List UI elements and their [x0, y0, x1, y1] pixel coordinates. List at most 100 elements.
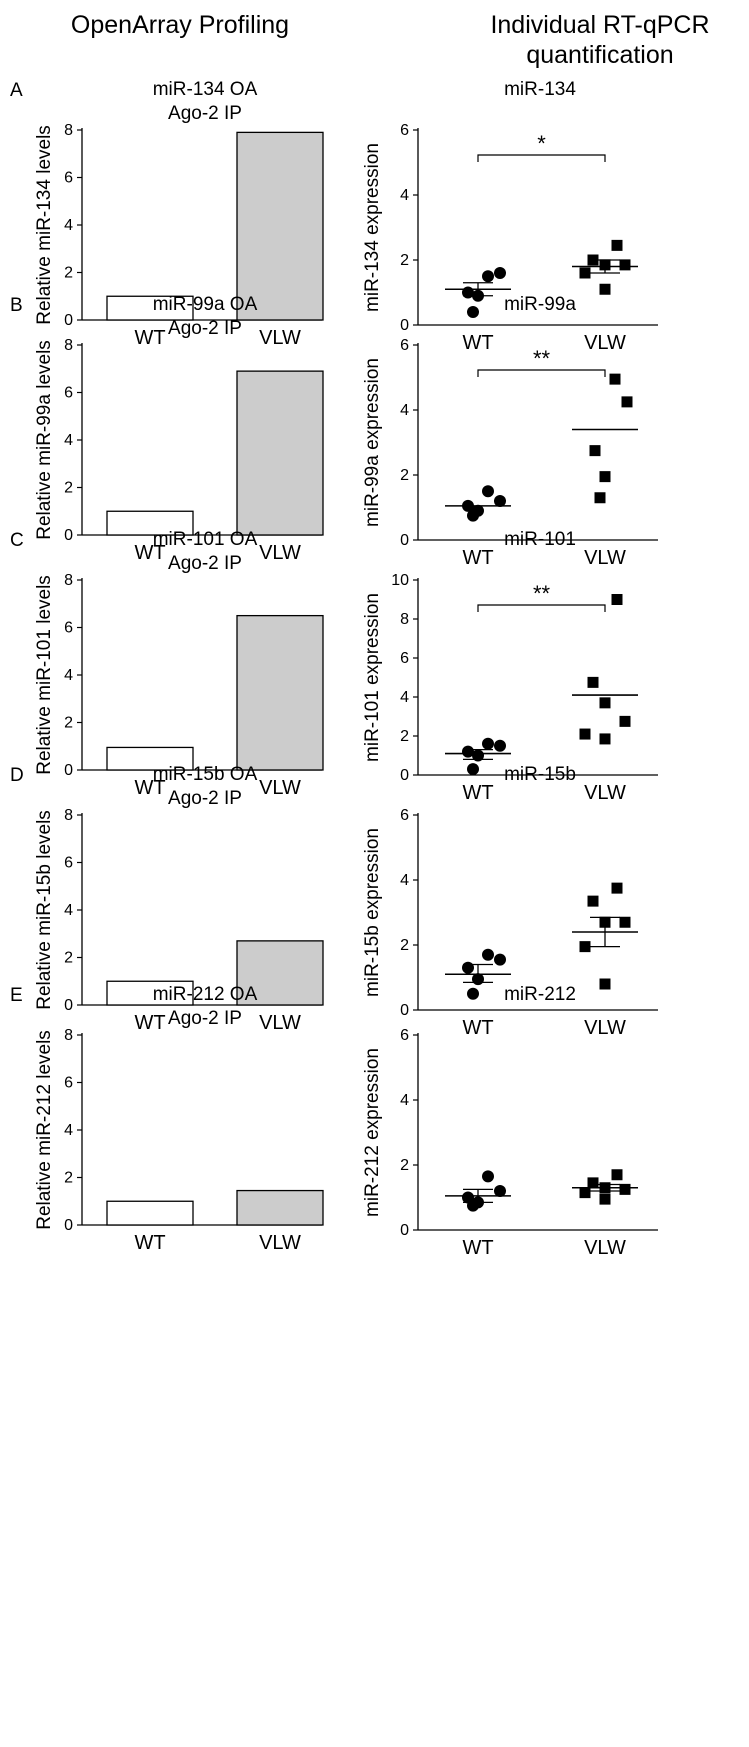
- significance-label: **: [533, 581, 551, 606]
- scatter-chart-title: miR-134: [504, 79, 576, 100]
- scatter-y-axis-label: miR-101 expression: [362, 593, 383, 762]
- scatter-point-wt: [494, 1185, 506, 1197]
- panel-letter: E: [10, 985, 23, 1006]
- bar-y-tick-label: 8: [64, 337, 73, 354]
- bar-x-tick-label: VLW: [259, 777, 301, 799]
- scatter-point-vlw: [579, 941, 591, 953]
- scatter-point-wt: [467, 1199, 479, 1212]
- scatter-point-wt: [482, 270, 494, 283]
- scatter-y-tick-label: 2: [400, 728, 409, 745]
- scatter-point-vlw: [579, 1187, 591, 1199]
- scatter-y-tick-label: 4: [400, 872, 409, 889]
- scatter-y-tick-label: 0: [400, 767, 409, 784]
- bar-y-tick-label: 2: [64, 950, 73, 967]
- scatter-y-tick-label: 6: [400, 337, 409, 354]
- scatter-chart-title: miR-15b: [504, 764, 576, 785]
- scatter-point-vlw: [611, 594, 623, 605]
- scatter-y-tick-label: 4: [400, 187, 409, 204]
- bar-chart-title: miR-212 OA: [153, 984, 258, 1005]
- scatter-y-tick-label: 4: [400, 1092, 409, 1109]
- bar-y-axis-label: Relative miR-15b levels: [34, 810, 55, 1010]
- bar-vlw: [236, 1189, 324, 1226]
- scatter-point-vlw: [579, 267, 591, 279]
- scatter-x-tick-label: VLW: [584, 782, 626, 804]
- scatter-y-axis-label: miR-212 expression: [362, 1048, 383, 1217]
- scatter-y-tick-label: 2: [400, 252, 409, 269]
- scatter-point-vlw: [599, 1193, 611, 1205]
- bar-y-tick-label: 2: [64, 715, 73, 732]
- bar-wt: [106, 1200, 194, 1226]
- scatter-point-vlw: [599, 697, 611, 709]
- scatter-point-vlw: [587, 895, 599, 907]
- bar-y-tick-label: 8: [64, 1027, 73, 1044]
- scatter-y-tick-label: 10: [391, 572, 409, 589]
- bar-chart-title: miR-134 OA: [153, 79, 258, 100]
- scatter-y-tick-label: 8: [400, 611, 409, 628]
- bar-y-tick-label: 0: [64, 762, 73, 779]
- scatter-x-tick-label: WT: [462, 782, 493, 804]
- scatter-point-vlw: [611, 1169, 623, 1181]
- scatter-point-vlw: [619, 1183, 631, 1195]
- bar-x-tick-label: VLW: [259, 1012, 301, 1034]
- significance-label: *: [537, 131, 546, 156]
- scatter-x-tick-label: VLW: [584, 547, 626, 569]
- bar-y-tick-label: 6: [64, 855, 73, 872]
- scatter-point-vlw: [609, 373, 621, 385]
- scatter-y-tick-label: 0: [400, 1222, 409, 1239]
- scatter-point-wt: [467, 763, 479, 776]
- scatter-chart-title: miR-101: [504, 529, 576, 550]
- scatter-point-vlw: [594, 492, 606, 504]
- bar-y-axis-label: Relative miR-101 levels: [34, 575, 55, 775]
- bar-chart-title: Ago-2 IP: [168, 318, 242, 339]
- bar-chart-title: Ago-2 IP: [168, 553, 242, 574]
- bar-vlw: [236, 131, 324, 321]
- bar-y-tick-label: 6: [64, 1075, 73, 1092]
- left-column-title: OpenArray Profiling: [71, 11, 289, 39]
- bar-x-tick-label: WT: [134, 327, 165, 349]
- bar-y-tick-label: 8: [64, 572, 73, 589]
- scatter-point-vlw: [621, 396, 633, 408]
- scatter-y-tick-label: 6: [400, 807, 409, 824]
- bar-chart-title: Ago-2 IP: [168, 103, 242, 124]
- scatter-point-wt: [494, 495, 506, 507]
- bar-chart-title: miR-15b OA: [153, 764, 258, 785]
- scatter-x-tick-label: WT: [462, 1017, 493, 1039]
- panel-letter: A: [10, 80, 23, 101]
- scatter-x-tick-label: WT: [462, 1237, 493, 1259]
- scatter-point-wt: [494, 739, 506, 752]
- bar-y-tick-label: 4: [64, 902, 73, 919]
- scatter-point-vlw: [599, 733, 611, 745]
- panel-letter: D: [10, 765, 24, 786]
- bar-chart-title: miR-101 OA: [153, 529, 258, 550]
- scatter-point-wt: [462, 745, 474, 758]
- panel-letter: B: [10, 295, 23, 316]
- bar-wt: [106, 980, 194, 1006]
- bar-y-tick-label: 4: [64, 667, 73, 684]
- scatter-y-tick-label: 2: [400, 467, 409, 484]
- bar-x-tick-label: VLW: [259, 1232, 301, 1254]
- scatter-point-vlw: [619, 259, 631, 271]
- bar-y-tick-label: 8: [64, 807, 73, 824]
- scatter-point-wt: [482, 948, 494, 961]
- bar-y-tick-label: 2: [64, 1170, 73, 1187]
- scatter-point-vlw: [589, 445, 601, 457]
- bar-vlw: [236, 614, 324, 771]
- bar-x-tick-label: VLW: [259, 542, 301, 564]
- right-column-title-line2: quantification: [526, 41, 673, 69]
- scatter-x-tick-label: VLW: [584, 1237, 626, 1259]
- scatter-point-wt: [467, 306, 479, 318]
- scatter-y-tick-label: 6: [400, 122, 409, 139]
- scatter-x-tick-label: WT: [462, 332, 493, 354]
- scatter-x-tick-label: VLW: [584, 332, 626, 354]
- bar-y-tick-label: 0: [64, 1217, 73, 1234]
- bar-y-axis-label: Relative miR-99a levels: [34, 340, 55, 540]
- scatter-y-tick-label: 0: [400, 1002, 409, 1019]
- bar-y-tick-label: 2: [64, 265, 73, 282]
- bar-wt: [106, 510, 194, 536]
- scatter-y-axis-label: miR-99a expression: [362, 358, 383, 527]
- significance-bracket: [477, 369, 606, 377]
- scatter-point-wt: [482, 485, 494, 498]
